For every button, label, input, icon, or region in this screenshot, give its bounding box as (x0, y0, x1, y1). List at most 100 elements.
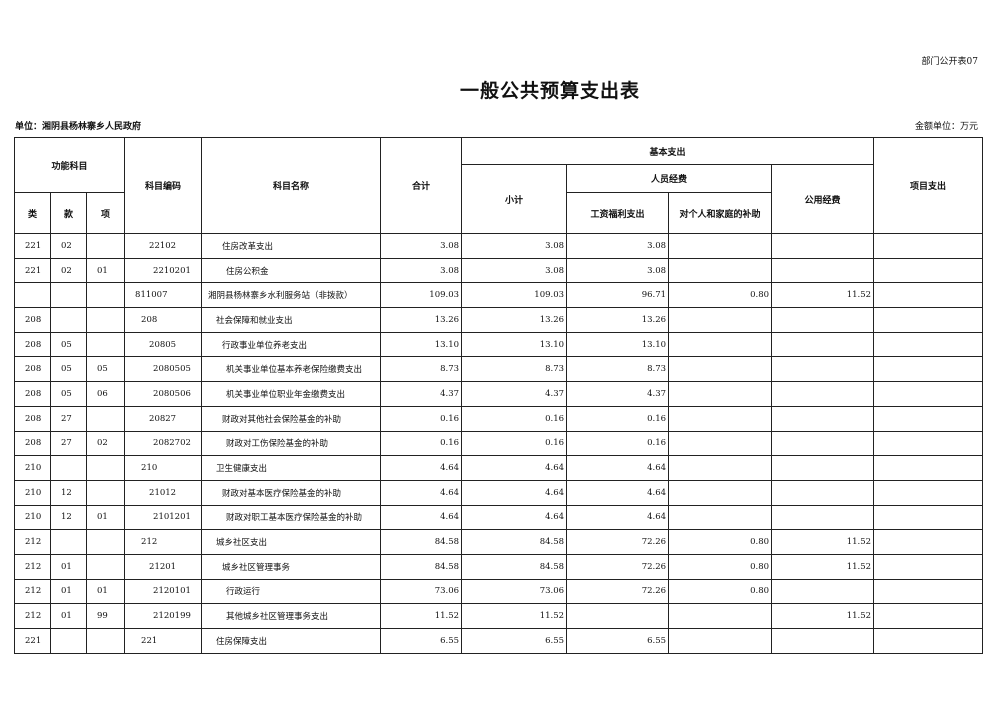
cell-subsidy (668, 603, 773, 629)
cell-code: 210 (124, 455, 203, 481)
cell-total: 8.73 (380, 356, 463, 383)
cell-subsidy (668, 356, 773, 383)
cell-total: 0.16 (380, 430, 463, 457)
cell-lei: 210 (14, 455, 51, 481)
form-number: 部门公开表07 (921, 57, 978, 67)
cell-name: 财政对其他社会保险基金的补助 (201, 405, 382, 432)
cell-total: 84.58 (380, 553, 463, 580)
cell-lei: 208 (14, 381, 51, 407)
cell-code: 208 (124, 307, 203, 333)
header-subtotal: 小计 (461, 164, 568, 234)
cell-kuan: 12 (50, 504, 87, 531)
cell-public (771, 578, 875, 605)
cell-project (873, 455, 984, 481)
cell-salary: 4.64 (566, 479, 670, 506)
cell-project (873, 381, 984, 407)
cell-code: 2210201 (124, 257, 203, 284)
cell-public (771, 430, 875, 457)
cell-subtotal: 13.10 (461, 331, 568, 358)
cell-kuan: 01 (50, 578, 87, 605)
cell-subtotal: 6.55 (461, 628, 568, 654)
cell-project (873, 430, 984, 457)
cell-subtotal: 13.26 (461, 307, 568, 333)
cell-subsidy (668, 405, 773, 432)
cell-name: 机关事业单位职业年金缴费支出 (201, 381, 382, 407)
cell-name: 财政对基本医疗保险基金的补助 (201, 479, 382, 506)
budget-expenditure-table: 功能科目 科目编码 科目名称 合计 基本支出 项目支出 小计 人员经费 公用经费… (13, 137, 984, 654)
cell-xiang (85, 405, 126, 432)
cell-project (873, 233, 984, 259)
cell-kuan: 12 (50, 479, 87, 506)
cell-project (873, 479, 984, 506)
cell-total: 3.08 (380, 257, 463, 284)
cell-total: 73.06 (380, 578, 463, 605)
cell-kuan (50, 455, 87, 481)
table-row: 210 210 卫生健康支出 4.64 4.64 4.64 (14, 455, 984, 481)
cell-public: 11.52 (771, 553, 875, 580)
cell-salary: 72.26 (566, 553, 670, 580)
cell-project (873, 504, 984, 531)
cell-salary: 8.73 (566, 356, 670, 383)
cell-code: 20827 (124, 405, 203, 432)
cell-subsidy (668, 233, 773, 259)
cell-subtotal: 4.37 (461, 381, 568, 407)
cell-salary: 4.37 (566, 381, 670, 407)
table-row: 221 221 住房保障支出 6.55 6.55 6.55 (14, 628, 984, 654)
cell-xiang: 05 (85, 356, 126, 383)
cell-project (873, 603, 984, 629)
header-personnel: 人员经费 (566, 164, 773, 193)
table-row: 208 208 社会保障和就业支出 13.26 13.26 13.26 (14, 307, 984, 333)
cell-public (771, 307, 875, 333)
cell-xiang (85, 331, 126, 358)
cell-name: 机关事业单位基本养老保险缴费支出 (201, 356, 382, 383)
cell-xiang (85, 479, 126, 506)
money-unit-label: 金额单位：万元 (914, 122, 978, 132)
cell-subtotal: 73.06 (461, 578, 568, 605)
cell-lei: 208 (14, 430, 51, 457)
cell-salary: 6.55 (566, 628, 670, 654)
cell-name: 社会保障和就业支出 (201, 307, 382, 333)
header-lei: 类 (14, 192, 51, 234)
table-row: 208 27 02 2082702 财政对工伤保险基金的补助 0.16 0.16 0.16 (14, 430, 984, 457)
cell-project (873, 628, 984, 654)
cell-public (771, 628, 875, 654)
cell-subsidy (668, 628, 773, 654)
cell-name: 住房保障支出 (201, 628, 382, 654)
cell-total: 0.16 (380, 405, 463, 432)
cell-xiang (85, 628, 126, 654)
cell-project (873, 257, 984, 284)
cell-name: 湘阴县杨林寨乡水利服务站（非拨款） (201, 282, 382, 309)
cell-salary: 72.26 (566, 578, 670, 605)
header-salary: 工资福利支出 (566, 192, 670, 234)
cell-total: 6.55 (380, 628, 463, 654)
cell-lei (14, 282, 51, 309)
cell-total: 109.03 (380, 282, 463, 309)
table-row: 210 12 01 2101201 财政对职工基本医疗保险基金的补助 4.64 4.64 4.… (14, 504, 984, 531)
cell-salary: 0.16 (566, 405, 670, 432)
cell-public (771, 381, 875, 407)
cell-project (873, 307, 984, 333)
cell-salary: 3.08 (566, 233, 670, 259)
cell-total: 4.64 (380, 504, 463, 531)
cell-subsidy (668, 455, 773, 481)
cell-total: 84.58 (380, 529, 463, 555)
cell-name: 城乡社区支出 (201, 529, 382, 555)
cell-project (873, 356, 984, 383)
cell-kuan: 05 (50, 381, 87, 407)
cell-kuan: 01 (50, 603, 87, 629)
cell-name: 卫生健康支出 (201, 455, 382, 481)
table-row: 221 02 22102 住房改革支出 3.08 3.08 3.08 (14, 233, 984, 259)
cell-lei: 210 (14, 479, 51, 506)
header-basic: 基本支出 (461, 137, 875, 165)
cell-xiang: 99 (85, 603, 126, 629)
cell-lei: 208 (14, 356, 51, 383)
cell-kuan: 27 (50, 405, 87, 432)
cell-salary: 4.64 (566, 455, 670, 481)
header-kuan: 款 (50, 192, 87, 234)
cell-public (771, 479, 875, 506)
cell-subsidy: 0.80 (668, 529, 773, 555)
cell-salary: 4.64 (566, 504, 670, 531)
cell-name: 财政对职工基本医疗保险基金的补助 (201, 504, 382, 531)
cell-kuan (50, 628, 87, 654)
cell-subtotal: 4.64 (461, 455, 568, 481)
